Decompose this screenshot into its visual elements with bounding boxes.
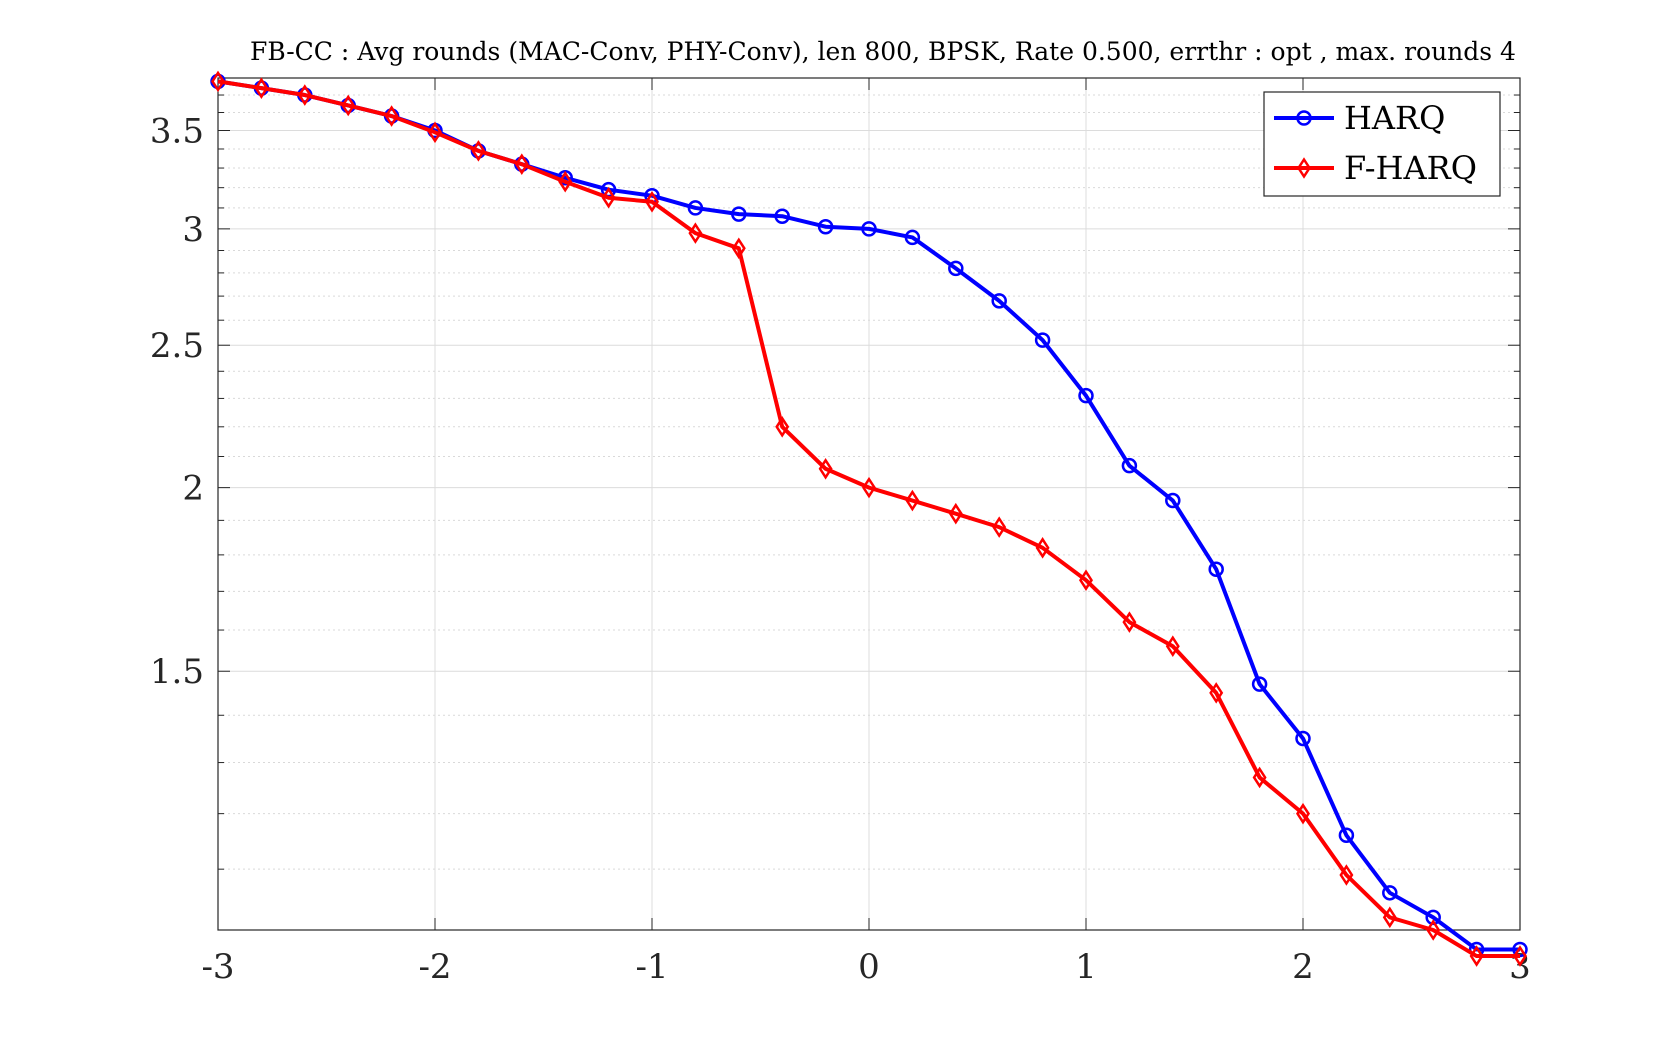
- data-point: [861, 221, 877, 237]
- y-tick-label: 3.5: [150, 111, 204, 151]
- x-tick-label: 1: [1075, 947, 1097, 987]
- y-tick-label: 3: [182, 210, 204, 250]
- data-point: [948, 260, 964, 277]
- data-point: [601, 186, 616, 209]
- data-point: [1165, 635, 1180, 658]
- y-tick-label: 1.5: [150, 652, 204, 692]
- legend-label: HARQ: [1344, 99, 1445, 137]
- data-point: [384, 105, 399, 127]
- data-point: [1296, 110, 1312, 126]
- data-point: [731, 206, 747, 222]
- data-point: [818, 457, 833, 480]
- x-tick-label: 0: [858, 947, 880, 987]
- data-point: [948, 502, 963, 525]
- legend-label: F-HARQ: [1344, 149, 1477, 187]
- data-point: [1513, 945, 1527, 967]
- x-tick-label: -3: [201, 947, 234, 987]
- data-point: [1297, 157, 1311, 179]
- data-point: [1035, 537, 1050, 559]
- data-point: [211, 70, 225, 93]
- data-point: [1252, 766, 1267, 789]
- data-point: [1382, 885, 1398, 901]
- series-layer: [210, 70, 1528, 967]
- data-point: [341, 94, 356, 117]
- data-point: [1295, 730, 1311, 747]
- data-point: [992, 516, 1007, 538]
- data-point: [1251, 676, 1268, 692]
- data-point: [1122, 611, 1137, 633]
- data-point: [904, 229, 921, 246]
- data-point: [514, 153, 529, 175]
- data-point: [645, 190, 659, 213]
- data-point: [862, 476, 876, 499]
- data-point: [254, 77, 269, 99]
- data-point: [1338, 827, 1355, 844]
- data-point: [775, 416, 790, 438]
- data-point: [1426, 919, 1441, 941]
- data-point: [1209, 682, 1224, 704]
- data-point: [1339, 864, 1354, 886]
- data-point: [731, 237, 746, 260]
- grid: [217, 77, 1521, 930]
- legend: HARQ F-HARQ: [1263, 91, 1501, 197]
- data-point: [428, 121, 442, 144]
- chart-title: FB-CC : Avg rounds (MAC-Conv, PHY-Conv),…: [250, 37, 1516, 66]
- data-point: [471, 140, 486, 162]
- data-point: [1425, 909, 1441, 926]
- data-point: [774, 208, 790, 224]
- data-point: [1469, 945, 1484, 967]
- x-tick-label: 2: [1292, 947, 1314, 987]
- data-point: [1079, 569, 1093, 591]
- data-point: [1034, 332, 1051, 348]
- data-point: [1121, 457, 1138, 474]
- x-tick-label: 3: [1509, 947, 1531, 987]
- y-tick-label: 2.5: [150, 326, 204, 366]
- data-point: [905, 489, 920, 512]
- data-point: [817, 218, 834, 235]
- data-point: [1078, 387, 1094, 404]
- x-tick-label: -2: [418, 947, 451, 987]
- series-line: [217, 79, 1520, 959]
- data-point: [991, 293, 1007, 309]
- data-point: [297, 84, 312, 106]
- data-point: [1296, 802, 1310, 825]
- y-tick-label: 2: [182, 469, 204, 509]
- data-point: [1165, 492, 1181, 509]
- data-point: [687, 200, 704, 216]
- axes-box: [217, 77, 1521, 931]
- x-tick-label: -1: [635, 947, 668, 987]
- data-point: [1208, 561, 1224, 577]
- data-point: [688, 222, 703, 244]
- legend-box: [1263, 91, 1501, 197]
- series-f-harq: [211, 70, 1527, 967]
- data-point: [1382, 906, 1397, 929]
- data-point: [558, 170, 573, 193]
- axes: 1.5 2 2.5 3 3.5 -3 -2 -1 0 1 2 3: [150, 77, 1531, 987]
